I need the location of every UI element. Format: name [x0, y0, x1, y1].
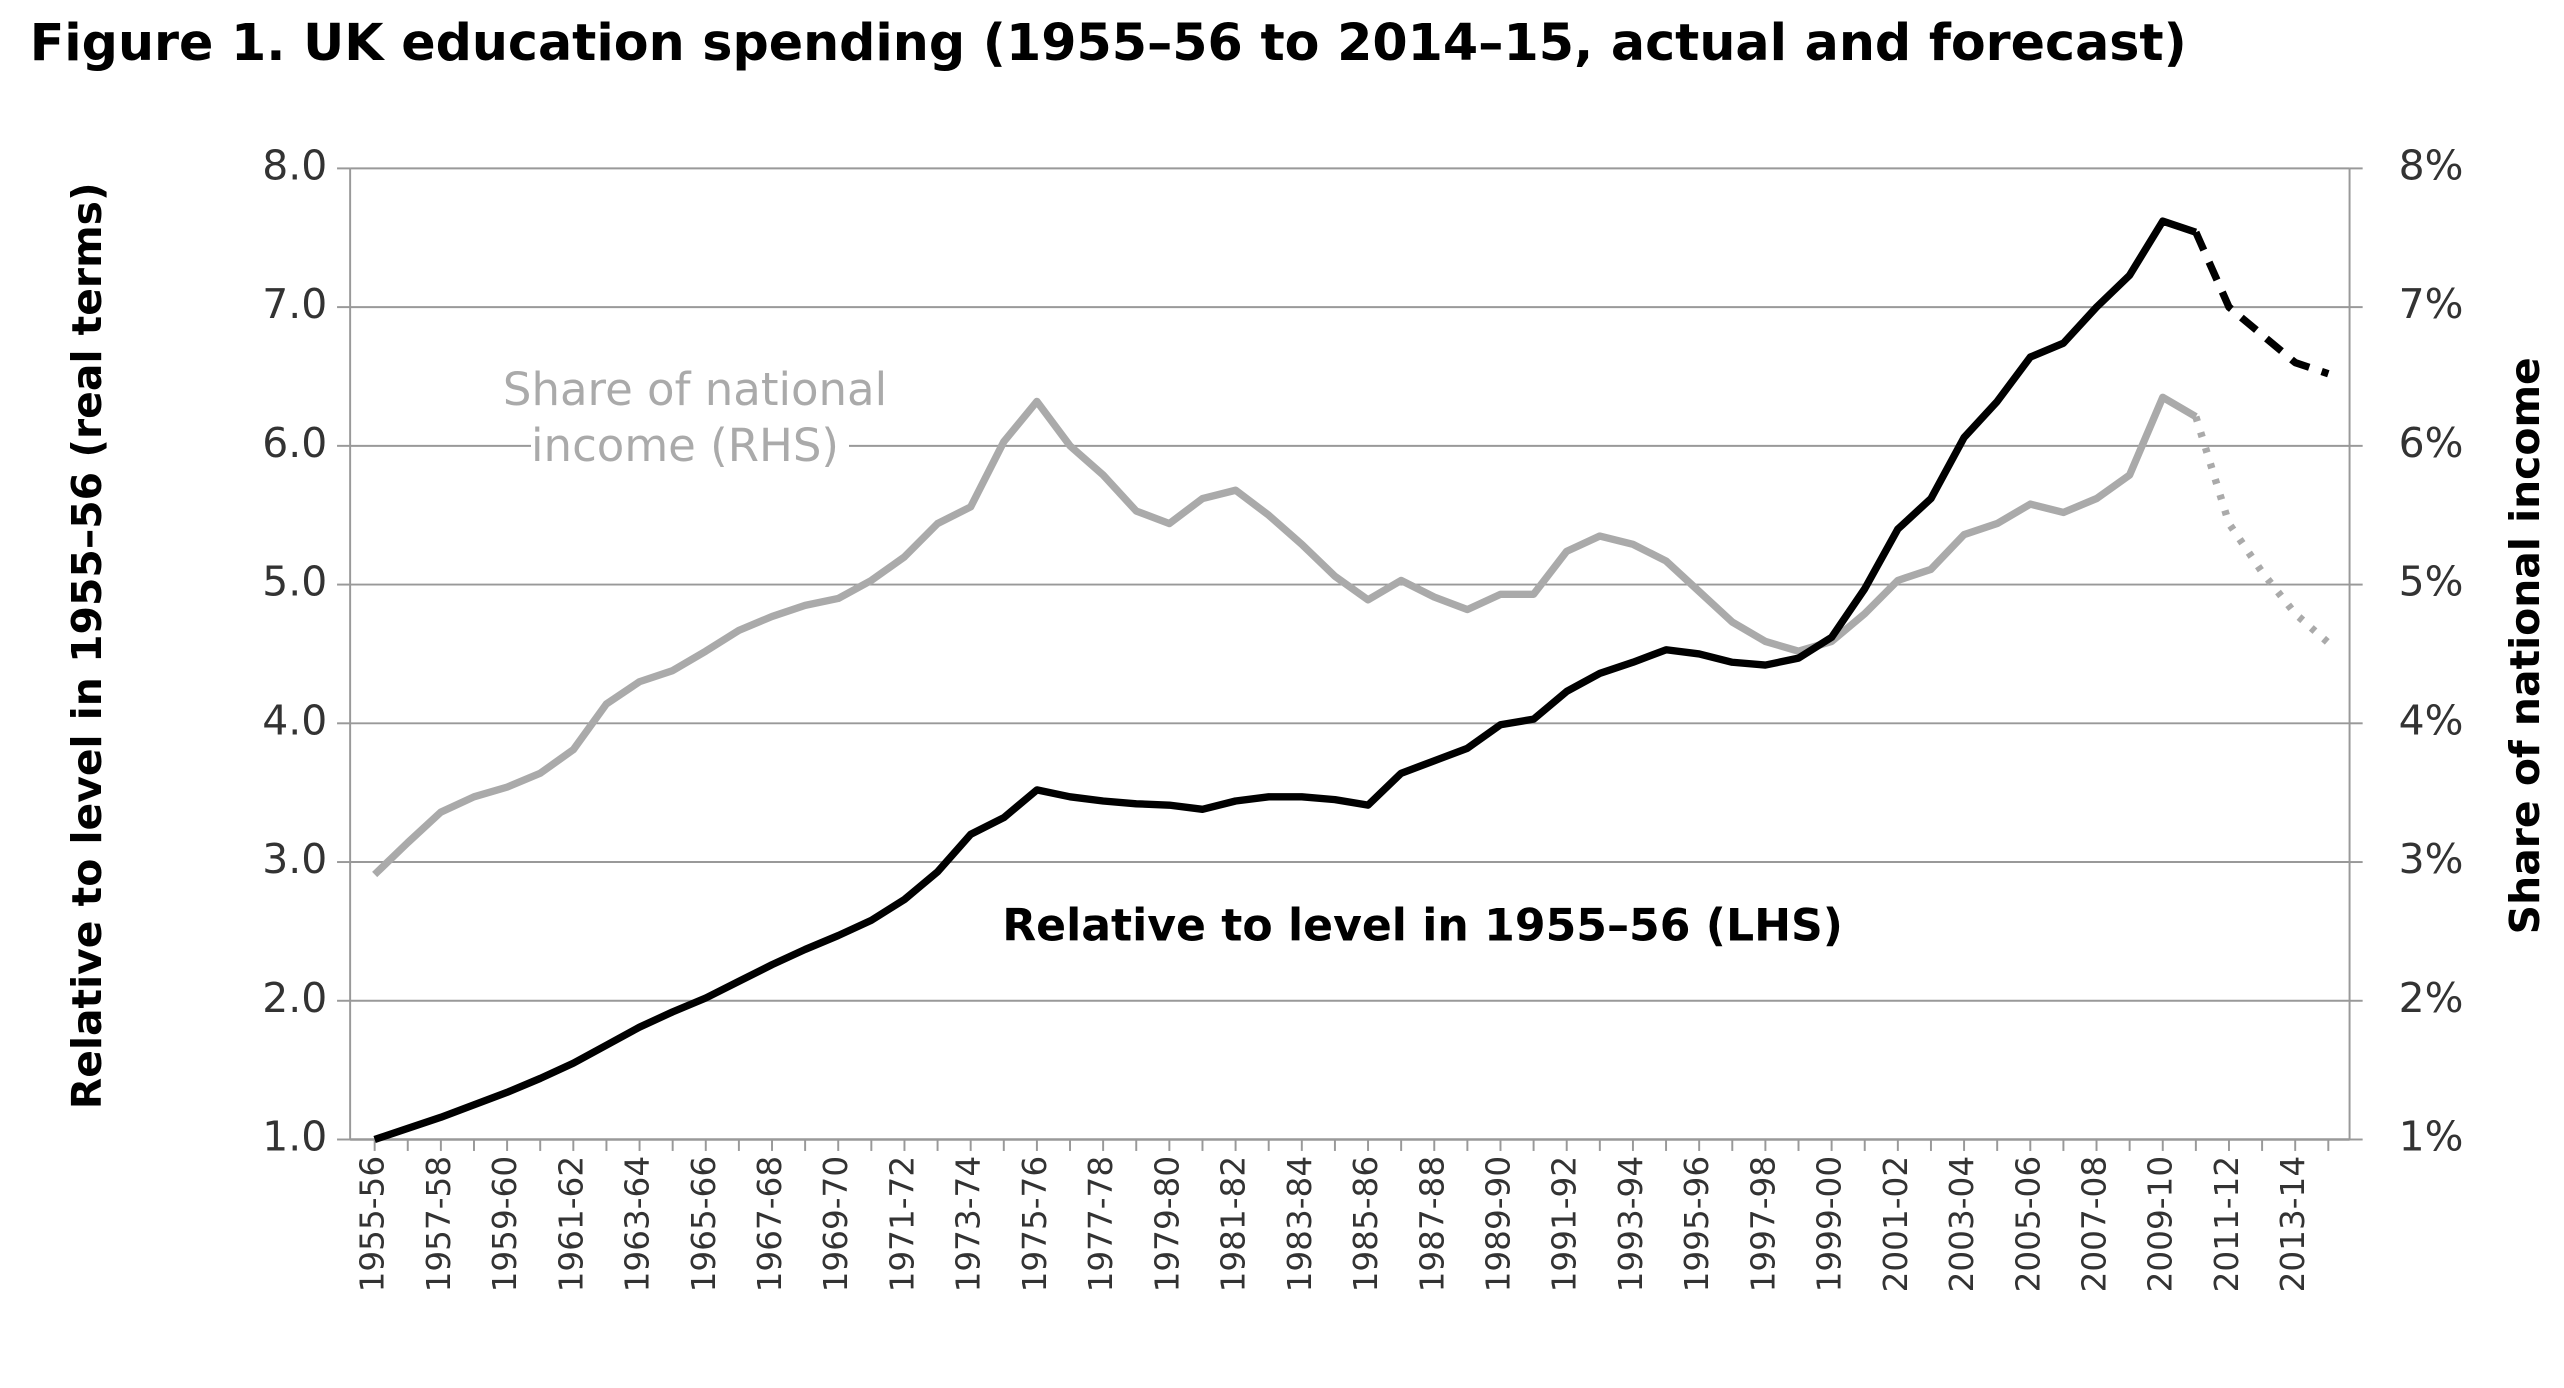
y-tick-label: 5.0	[262, 558, 327, 606]
x-tick-label: 1975-76	[1016, 1156, 1054, 1293]
series-label-text: Share of national income (RHS)	[492, 363, 888, 472]
y2-tick-label: 7%	[2399, 280, 2464, 328]
y2-axis-title: Share of national income	[2501, 357, 2549, 934]
x-tick-label: 1991-92	[1546, 1156, 1584, 1293]
y-axis-title: Relative to level in 1955–56 (real terms…	[63, 182, 111, 1109]
x-tick-label: 1971-72	[883, 1156, 921, 1293]
chart-title: Figure 1. UK education spending (1955–56…	[30, 13, 2187, 72]
y2-tick-label: 1%	[2399, 1113, 2464, 1161]
y2-tick-label: 5%	[2399, 558, 2464, 606]
x-tick-label: 1955-56	[354, 1156, 392, 1293]
x-tick-label: 2009-10	[2142, 1156, 2180, 1293]
y-tick-label: 8.0	[262, 141, 327, 189]
y2-tick-label: 2%	[2399, 974, 2464, 1022]
y-tick-label: 3.0	[262, 835, 327, 883]
series-line	[2192, 415, 2331, 646]
x-tick-label: 1965-66	[685, 1156, 723, 1293]
x-tick-label: 2007-08	[2076, 1156, 2114, 1293]
series-label: Relative to level in 1955–56 (LHS)	[1002, 901, 1843, 952]
x-tick-label: 1987-88	[1413, 1156, 1451, 1293]
x-tick-label: 1983-84	[1281, 1156, 1319, 1293]
x-tick-label: 1961-62	[552, 1156, 590, 1293]
y-tick-label: 4.0	[262, 696, 327, 744]
y-tick-label: 6.0	[262, 419, 327, 467]
x-tick-label: 1969-70	[817, 1156, 855, 1293]
x-tick-label: 2005-06	[2009, 1156, 2047, 1293]
series-line	[2192, 230, 2330, 378]
x-tick-label: 1997-98	[1744, 1156, 1782, 1293]
x-tick-label: 2013-14	[2274, 1156, 2312, 1293]
y-tick-label: 2.0	[262, 974, 327, 1022]
x-tick-label: 2003-04	[1943, 1156, 1981, 1293]
x-tick-label: 1979-80	[1148, 1156, 1186, 1293]
x-tick-label: 1999-00	[1811, 1156, 1849, 1293]
series-label: Share of national income (RHS)	[440, 362, 940, 474]
y2-tick-label: 4%	[2399, 696, 2464, 744]
x-tick-label: 1977-78	[1082, 1156, 1120, 1293]
y-tick-label: 1.0	[262, 1113, 327, 1161]
x-tick-label: 1963-64	[619, 1156, 657, 1293]
y2-tick-label: 8%	[2399, 141, 2464, 189]
x-tick-label: 2001-02	[1877, 1156, 1915, 1293]
x-tick-label: 1993-94	[1612, 1156, 1650, 1293]
x-tick-label: 1973-74	[950, 1156, 988, 1293]
series-line	[373, 217, 2198, 1143]
x-tick-label: 1981-82	[1215, 1156, 1253, 1293]
series-line	[372, 393, 2198, 878]
x-tick-label: 1957-58	[420, 1156, 458, 1293]
y2-tick-label: 6%	[2399, 419, 2464, 467]
x-tick-label: 1995-96	[1678, 1156, 1716, 1293]
x-tick-label: 1967-68	[751, 1156, 789, 1293]
y2-tick-label: 3%	[2399, 835, 2464, 883]
x-tick-label: 1985-86	[1347, 1156, 1385, 1293]
x-tick-label: 1959-60	[486, 1156, 524, 1293]
x-tick-label: 2011-12	[2208, 1156, 2246, 1293]
y-tick-label: 7.0	[262, 280, 327, 328]
x-tick-label: 1989-90	[1479, 1156, 1517, 1293]
